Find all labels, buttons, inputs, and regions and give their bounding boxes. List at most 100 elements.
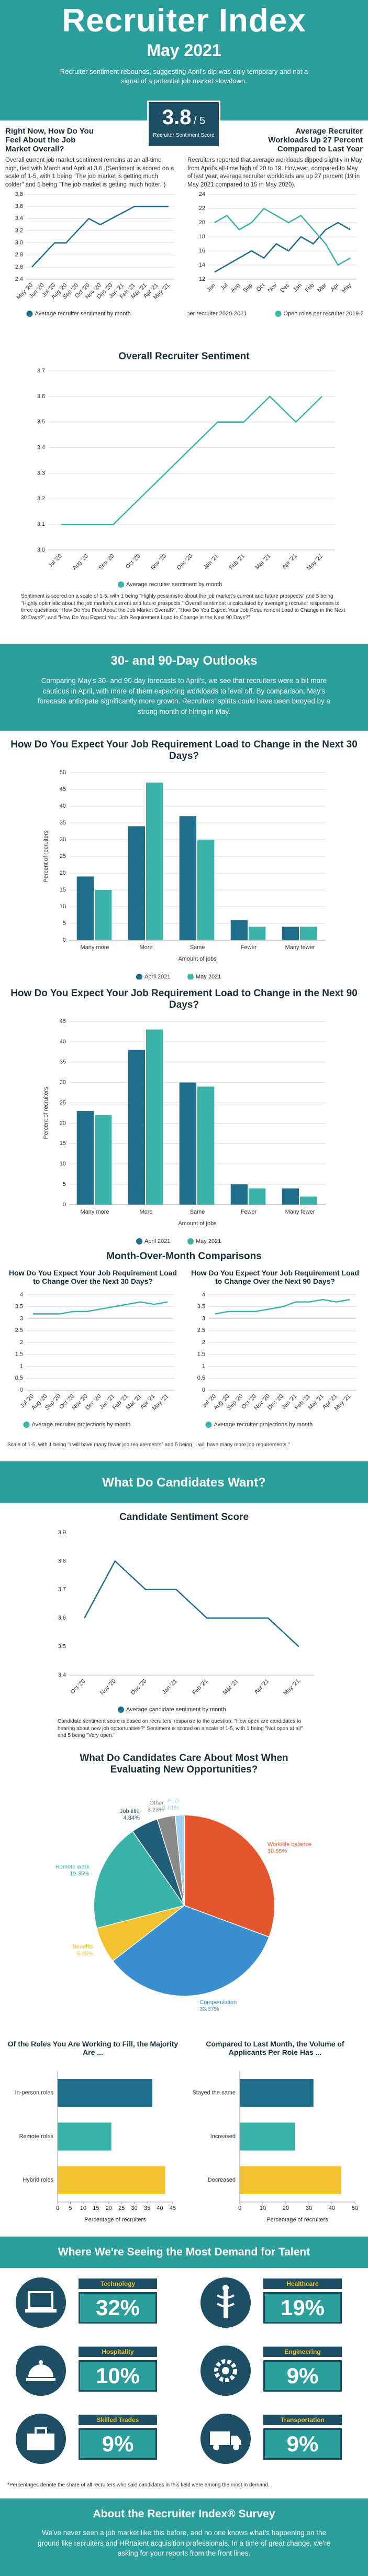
chart-title: Candidate Sentiment Score bbox=[119, 1512, 249, 1523]
candidate-chart: 3.4 3.5 3.6 3.7 3.8 3.9 Oct '20 Nov '20 Dec '20 J… bbox=[58, 1529, 314, 1713]
chart-title: How Do You Expect Your Job Requirement L… bbox=[10, 739, 358, 762]
x-tick-label: Sep bbox=[242, 282, 253, 294]
score-scale: / 5 bbox=[193, 115, 206, 127]
icon-toolbox bbox=[16, 2414, 66, 2464]
y-tick-label: 3.4 bbox=[37, 444, 44, 450]
slice-value: 3.23% bbox=[147, 1807, 163, 1813]
legend-swatch bbox=[136, 1238, 142, 1245]
bar bbox=[58, 2122, 111, 2151]
y-tick-label: 30 bbox=[59, 836, 65, 843]
bar bbox=[76, 876, 94, 940]
x-tick-label: Oct '20 bbox=[69, 1678, 86, 1696]
y-tick-label: Remote roles bbox=[19, 2133, 54, 2140]
y-tick-label: 15 bbox=[59, 1140, 65, 1147]
bar bbox=[299, 1196, 317, 1205]
y-tick-label: 1 bbox=[202, 1363, 205, 1369]
slice-label: Benefits bbox=[72, 1944, 93, 1950]
y-tick-label: 1.5 bbox=[197, 1351, 205, 1358]
y-tick-label: 3.2 bbox=[37, 496, 44, 502]
outlooks-heading: 30- and 90-Day Outlooks bbox=[110, 654, 258, 668]
y-tick-label: 35 bbox=[59, 1059, 65, 1065]
y-tick-label: In-person roles bbox=[15, 2090, 54, 2096]
y-tick-label: 24 bbox=[199, 191, 205, 197]
x-tick-label: Many fewer bbox=[285, 944, 315, 951]
legend-swatch bbox=[117, 1707, 124, 1713]
demand-tile: Technology 32% bbox=[5, 2272, 178, 2335]
x-tick-label: Fewer bbox=[240, 1209, 257, 1215]
mom-heading: Month-Over-Month Comparisons bbox=[106, 1251, 262, 1262]
y-tick-label: 25 bbox=[59, 1099, 65, 1106]
x-axis-label: Amount of jobs bbox=[178, 956, 217, 962]
x-tick-label: Many more bbox=[80, 1209, 109, 1215]
demand-value: 9% bbox=[263, 2428, 342, 2460]
bar bbox=[179, 1082, 196, 1205]
x-tick-label: 5 bbox=[69, 2205, 72, 2211]
candidates-band: What Do Candidates Want? bbox=[0, 1461, 368, 1503]
y-tick-label: 3.8 bbox=[15, 191, 23, 197]
y-tick-label: 3.6 bbox=[15, 203, 23, 210]
y-tick-label: 12 bbox=[199, 276, 205, 282]
legend-label: Average recruiter projections by month bbox=[214, 1422, 313, 1428]
line-series bbox=[61, 395, 322, 525]
y-tick-label: 0.5 bbox=[15, 1375, 23, 1381]
x-tick-label: 0 bbox=[238, 2205, 241, 2211]
y-tick-label: 18 bbox=[199, 234, 205, 240]
y-tick-label: 20 bbox=[199, 219, 205, 226]
y-tick-label: 3.7 bbox=[37, 368, 44, 374]
x-tick-label: Jan bbox=[292, 282, 303, 293]
overall-note: Sentiment is scored on a scale of 1-5, w… bbox=[21, 593, 345, 621]
legend-label: April 2021 bbox=[144, 1238, 171, 1245]
demand-value: 9% bbox=[79, 2428, 157, 2460]
workload-text: Recruiters reported that average workloa… bbox=[187, 157, 362, 188]
bar bbox=[240, 2166, 341, 2194]
legend-label: May 2021 bbox=[196, 974, 221, 979]
y-tick-label: 3.4 bbox=[15, 215, 23, 222]
x-tick-label: 10 bbox=[80, 2205, 86, 2211]
line-series bbox=[215, 1298, 350, 1315]
legend-swatch bbox=[187, 974, 194, 979]
y-tick-label: 5 bbox=[62, 920, 65, 927]
x-tick-label: Nov '20 bbox=[99, 1678, 117, 1697]
chart-title: How Do You Expect Your Job Requirement L… bbox=[8, 1269, 177, 1285]
candidate-section: Candidate Sentiment Score 3.4 3.5 3.6 3.7 3.… bbox=[0, 1503, 368, 1749]
legend-label: Average recruiter projections by month bbox=[32, 1422, 131, 1428]
header-subtitle: May 2021 bbox=[147, 41, 221, 60]
y-tick-label: 30 bbox=[59, 1080, 65, 1086]
overall-chart: 3.0 3.1 3.2 3.3 3.4 3.5 3.6 3.7 Jul '20 Aug '20 Se… bbox=[37, 368, 335, 588]
legend-label: April 2021 bbox=[144, 974, 171, 979]
bar30-section: How Do You Expect Your Job Requirement L… bbox=[0, 731, 368, 979]
y-tick-label: 3.8 bbox=[58, 1558, 65, 1564]
mom90-column: How Do You Expect Your Job Requirement L… bbox=[187, 1269, 363, 1434]
x-tick-label: Many fewer bbox=[285, 1209, 315, 1215]
bar bbox=[94, 1115, 111, 1205]
outlooks-text: Comparing May's 30- and 90-day forecasts… bbox=[37, 677, 331, 715]
about-band: About the Recruiter Index® Survey We've … bbox=[0, 2498, 368, 2576]
x-tick-label: 40 bbox=[329, 2205, 335, 2211]
x-tick-label: 45 bbox=[170, 2205, 176, 2211]
x-tick-label: May '21 bbox=[305, 553, 324, 571]
y-tick-label: 3 bbox=[202, 1315, 205, 1322]
bar90-chart: 0 5 10 15 20 25 30 35 40 45 Percent of recruiters M… bbox=[42, 1018, 326, 1245]
x-tick-label: Apr bbox=[329, 282, 340, 293]
bar bbox=[230, 920, 248, 940]
score-label: Recruiter Sentiment Score bbox=[153, 133, 215, 138]
y-tick-label: 3.2 bbox=[15, 227, 23, 234]
y-tick-label: 14 bbox=[199, 262, 205, 268]
y-axis-label: Percent of recruiters bbox=[42, 1087, 49, 1139]
y-tick-label: 3.7 bbox=[58, 1587, 65, 1593]
bar bbox=[248, 927, 265, 940]
y-tick-label: 25 bbox=[59, 853, 65, 860]
applicants-chart: 0 10 20 30 40 50 Stayed the same Increased Decre… bbox=[192, 2071, 358, 2223]
x-tick-label: Feb '21 bbox=[191, 1678, 209, 1696]
workload-heading: Average Recruiter Workloads Up 27 Percen… bbox=[268, 127, 363, 153]
bar bbox=[197, 840, 214, 940]
pie-section: What Do Candidates Care About Most When … bbox=[0, 1749, 368, 2038]
slice-value: 33.87% bbox=[199, 2006, 219, 2012]
roles-chart: 0 5 10 15 20 25 30 35 40 45 In-person roles Remote … bbox=[15, 2071, 176, 2223]
bar bbox=[94, 890, 111, 940]
x-axis-label: Amount of jobs bbox=[178, 1220, 217, 1227]
mom-note: Scale of 1-5, with 1 being "I will have … bbox=[7, 1442, 290, 1448]
legend-label: Average candidate sentiment by month bbox=[126, 1707, 226, 1713]
y-tick-label: 3.9 bbox=[58, 1529, 65, 1536]
